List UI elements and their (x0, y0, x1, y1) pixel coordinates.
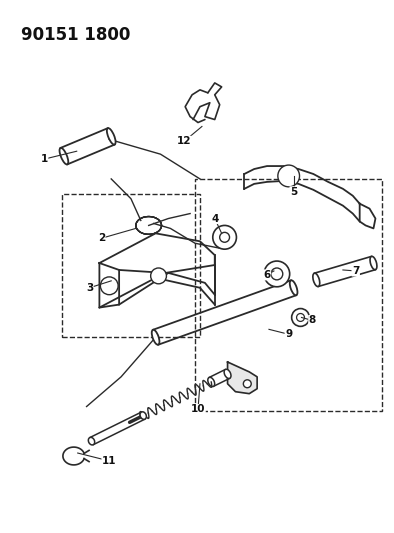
Text: 8: 8 (309, 316, 316, 326)
Text: 3: 3 (86, 283, 93, 293)
Text: 9: 9 (285, 329, 292, 340)
Text: 7: 7 (352, 266, 359, 276)
Text: 2: 2 (98, 233, 105, 243)
Ellipse shape (152, 330, 160, 345)
Text: 5: 5 (290, 187, 297, 197)
Ellipse shape (224, 369, 231, 378)
Ellipse shape (140, 412, 147, 419)
Ellipse shape (208, 377, 215, 386)
Text: 4: 4 (211, 214, 218, 223)
Text: 6: 6 (263, 270, 271, 280)
Circle shape (151, 268, 166, 284)
Circle shape (220, 232, 230, 243)
Bar (195, 179, 382, 411)
Circle shape (271, 268, 283, 280)
Circle shape (243, 380, 251, 387)
Ellipse shape (290, 280, 297, 295)
Bar (62, 194, 200, 337)
Text: 1: 1 (41, 154, 48, 164)
Ellipse shape (107, 128, 115, 144)
Circle shape (278, 165, 299, 187)
Ellipse shape (88, 438, 95, 445)
Ellipse shape (59, 148, 68, 165)
Circle shape (213, 225, 236, 249)
Text: 11: 11 (102, 456, 117, 466)
Text: 90151 1800: 90151 1800 (20, 26, 130, 44)
Ellipse shape (313, 273, 320, 287)
Circle shape (264, 261, 290, 287)
Polygon shape (228, 362, 257, 394)
Text: 10: 10 (191, 405, 205, 415)
Text: 12: 12 (177, 136, 191, 147)
Circle shape (297, 313, 305, 321)
Circle shape (292, 309, 309, 326)
Circle shape (100, 277, 118, 295)
Ellipse shape (370, 256, 377, 270)
